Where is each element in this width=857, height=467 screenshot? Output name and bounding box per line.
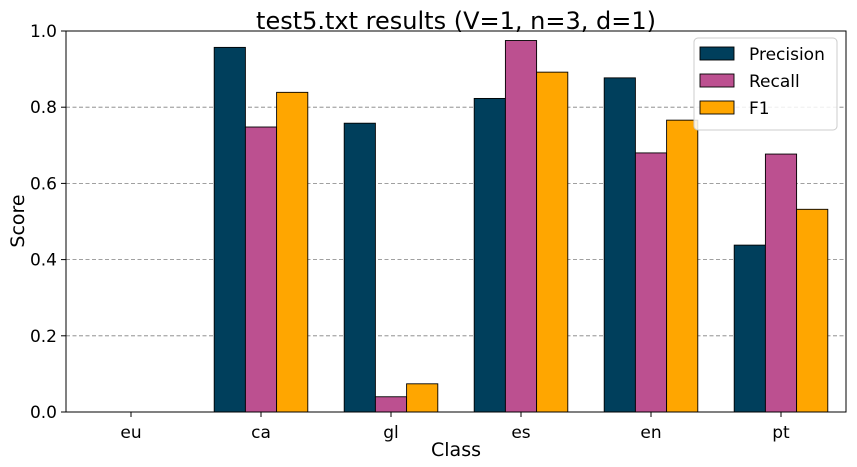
bar-recall-pt [764, 153, 798, 413]
legend: Precision Recall F1 [693, 37, 838, 131]
bar-recall-gl [374, 396, 408, 413]
x-tick-label: pt [772, 423, 790, 443]
bar-precision-en [603, 77, 636, 413]
bar-f1-pt [796, 208, 829, 413]
y-tick-label: 0.6 [30, 174, 57, 194]
x-axis-ticks: eu ca gl es en pt [120, 412, 790, 443]
y-tick-label: 0.8 [30, 98, 57, 118]
legend-label-recall: Recall [749, 72, 800, 92]
y-axis-ticks: 0.0 0.2 0.4 0.6 0.8 1.0 [30, 22, 66, 423]
legend-swatch-f1 [699, 100, 735, 115]
y-tick-label: 0.2 [30, 327, 57, 347]
y-tick-label: 1.0 [30, 22, 57, 42]
x-tick-label: gl [383, 423, 399, 443]
chart-title: test5.txt results (V=1, n=3, d=1) [256, 7, 656, 35]
x-tick-label: eu [120, 423, 141, 443]
bar-f1-es [536, 71, 569, 413]
legend-items: Precision Recall F1 [699, 45, 825, 119]
bar-f1-en [666, 119, 699, 413]
bar-precision-es [473, 97, 506, 413]
plot-frame [65, 30, 847, 413]
y-axis-label: Score [7, 194, 29, 247]
y-tick-label: 0.0 [30, 403, 57, 423]
bar-precision-gl [343, 122, 376, 413]
legend-label-precision: Precision [749, 45, 825, 65]
legend-label-f1: F1 [749, 99, 770, 119]
bar-recall-es [504, 40, 538, 413]
legend-swatch-recall [699, 73, 735, 88]
bar-precision-ca [213, 46, 246, 413]
bar-f1-gl [406, 383, 439, 413]
bar-recall-ca [244, 126, 278, 413]
x-tick-label: ca [251, 423, 271, 443]
bar-precision-pt [733, 244, 766, 413]
bar-f1-ca [276, 91, 309, 413]
x-tick-label: es [511, 423, 530, 443]
legend-swatch-precision [699, 46, 735, 61]
x-axis-label: Class [431, 439, 481, 461]
x-tick-label: en [640, 423, 661, 443]
bar-recall-en [634, 152, 668, 413]
y-tick-label: 0.4 [30, 251, 57, 271]
